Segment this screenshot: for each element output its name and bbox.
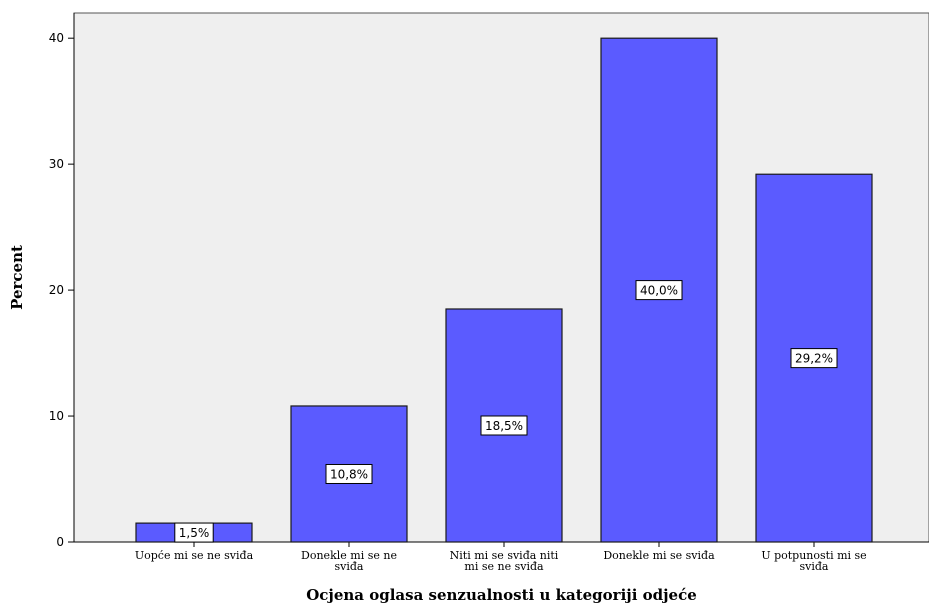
x-tick-label: Niti mi se sviđa niti mi se ne sviđa (450, 549, 559, 573)
svg-text:40,0%: 40,0% (640, 284, 678, 298)
x-tick-label: Donekle mi se sviđa (603, 549, 715, 562)
y-tick-label: 20 (49, 283, 64, 297)
svg-text:1,5%: 1,5% (179, 526, 210, 540)
x-tick-label: Uopće mi se ne sviđa (135, 549, 254, 562)
y-tick-label: 0 (56, 535, 64, 549)
data-label: 40,0% (635, 280, 683, 301)
y-axis: 0 10 20 30 40 (49, 13, 75, 549)
data-label: 18,5% (480, 415, 528, 436)
x-axis: Uopće mi se ne sviđa Donekle mi se ne sviđ… (74, 541, 929, 573)
data-label: 10,8% (325, 463, 373, 484)
y-axis-title: Percent (8, 245, 26, 310)
x-tick-label: Donekle mi se ne sviđa (301, 549, 397, 573)
x-axis-title: Ocjena oglasa senzualnosti u kategoriji … (306, 586, 697, 604)
y-tick-label: 40 (49, 31, 64, 45)
svg-text:10,8%: 10,8% (330, 467, 368, 481)
data-label: 29,2% (790, 348, 838, 369)
data-label: 1,5% (174, 522, 214, 543)
y-tick-label: 10 (49, 409, 64, 423)
y-tick-label: 30 (49, 157, 64, 171)
data-labels: 1,5% 10,8% 18,5% 40,0% 29,2% (174, 280, 838, 543)
svg-text:18,5%: 18,5% (485, 419, 523, 433)
svg-text:29,2%: 29,2% (795, 352, 833, 366)
x-tick-label: U potpunosti mi se sviđa (761, 549, 866, 573)
